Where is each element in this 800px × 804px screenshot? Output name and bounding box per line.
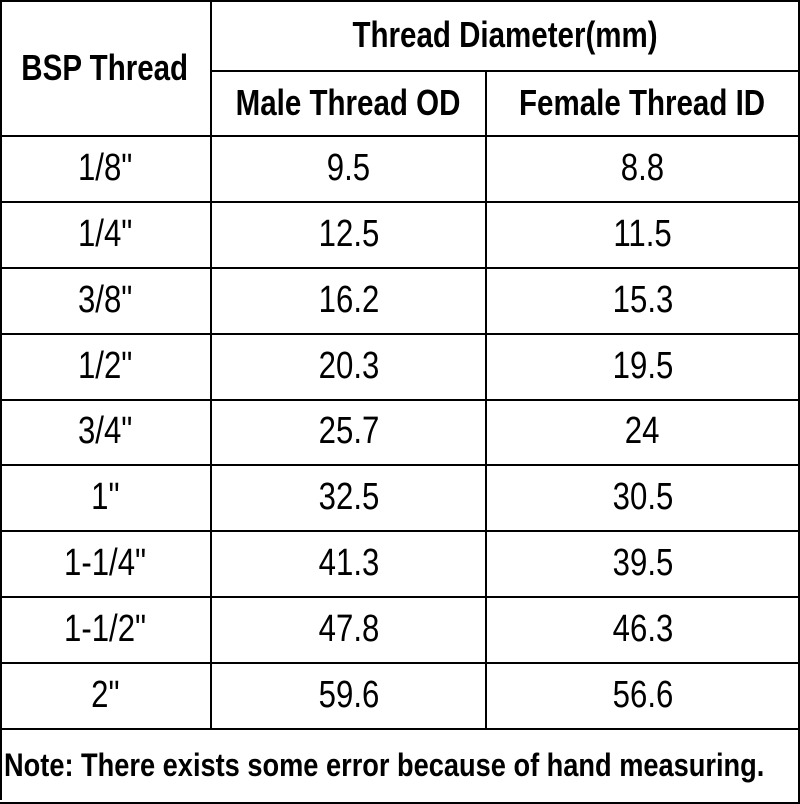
data-cell-text: 56.6 <box>612 673 673 716</box>
data-cell: 39.5 <box>487 530 800 598</box>
header-cell-text: BSP Thread <box>21 46 189 88</box>
data-cell-text: 39.5 <box>612 541 673 584</box>
data-cell: 16.2 <box>212 267 487 335</box>
header-cell: Male Thread OD <box>212 70 487 137</box>
data-cell: 8.8 <box>487 135 800 203</box>
data-cell-text: 11.5 <box>613 212 672 255</box>
data-cell-text: 20.3 <box>318 344 379 387</box>
data-cell-text: 16.2 <box>318 278 379 321</box>
data-cell-text: 1/8" <box>77 146 133 189</box>
data-cell: 25.7 <box>212 399 487 466</box>
data-cell: 3/8" <box>0 267 212 335</box>
data-cell-text: 1/2" <box>77 344 133 387</box>
note: Note: There exists some error because of… <box>0 728 800 804</box>
data-cell-text: 2" <box>90 673 120 716</box>
data-cell: 47.8 <box>212 596 487 664</box>
data-cell-text: 46.3 <box>612 607 673 650</box>
data-cell: 56.6 <box>487 662 800 730</box>
data-cell-text: 59.6 <box>318 673 379 716</box>
data-cell: 11.5 <box>487 201 800 269</box>
data-cell: 1-1/2" <box>0 596 212 664</box>
header-cell: Thread Diameter(mm) <box>212 0 800 72</box>
data-cell: 3/4" <box>0 399 212 466</box>
data-cell: 15.3 <box>487 267 800 335</box>
data-cell: 32.5 <box>212 464 487 532</box>
data-cell-text: 1-1/2" <box>63 607 147 650</box>
header-cell-text: Thread Diameter(mm) <box>352 14 658 55</box>
header-cell-text: Male Thread OD <box>236 81 461 123</box>
data-cell-text: 3/8" <box>77 278 133 321</box>
data-cell: 59.6 <box>212 662 487 730</box>
data-cell: 9.5 <box>212 135 487 203</box>
header-cell: Female Thread ID <box>487 70 800 137</box>
data-cell-text: 8.8 <box>620 146 665 189</box>
data-cell: 41.3 <box>212 530 487 598</box>
data-cell: 1-1/4" <box>0 530 212 598</box>
data-cell-text: 3/4" <box>77 410 133 452</box>
data-cell-text: 25.7 <box>318 410 379 452</box>
data-cell-text: 1-1/4" <box>63 541 147 584</box>
data-cell-text: 32.5 <box>318 475 379 518</box>
data-cell: 46.3 <box>487 596 800 664</box>
header-cell: BSP Thread <box>0 0 212 137</box>
data-cell: 24 <box>487 399 800 466</box>
data-cell: 2" <box>0 662 212 730</box>
data-cell: 12.5 <box>212 201 487 269</box>
note-text: Note: There exists some error because of… <box>4 746 765 783</box>
data-cell-text: 41.3 <box>318 541 379 584</box>
data-cell: 1/8" <box>0 135 212 203</box>
data-cell-text: 12.5 <box>318 212 379 255</box>
data-cell: 1/4" <box>0 201 212 269</box>
data-cell: 30.5 <box>487 464 800 532</box>
data-cell-text: 1" <box>90 475 120 518</box>
data-cell-text: 1/4" <box>77 212 133 255</box>
data-cell: 19.5 <box>487 333 800 401</box>
header-cell-text: Female Thread ID <box>519 81 766 123</box>
data-cell-text: 19.5 <box>612 344 673 387</box>
data-cell-text: 9.5 <box>326 146 371 189</box>
data-cell: 20.3 <box>212 333 487 401</box>
data-cell-text: 47.8 <box>318 607 379 650</box>
data-cell: 1" <box>0 464 212 532</box>
data-cell-text: 30.5 <box>612 475 673 518</box>
data-cell-text: 24 <box>625 410 660 452</box>
data-cell-text: 15.3 <box>612 278 673 321</box>
data-cell: 1/2" <box>0 333 212 401</box>
